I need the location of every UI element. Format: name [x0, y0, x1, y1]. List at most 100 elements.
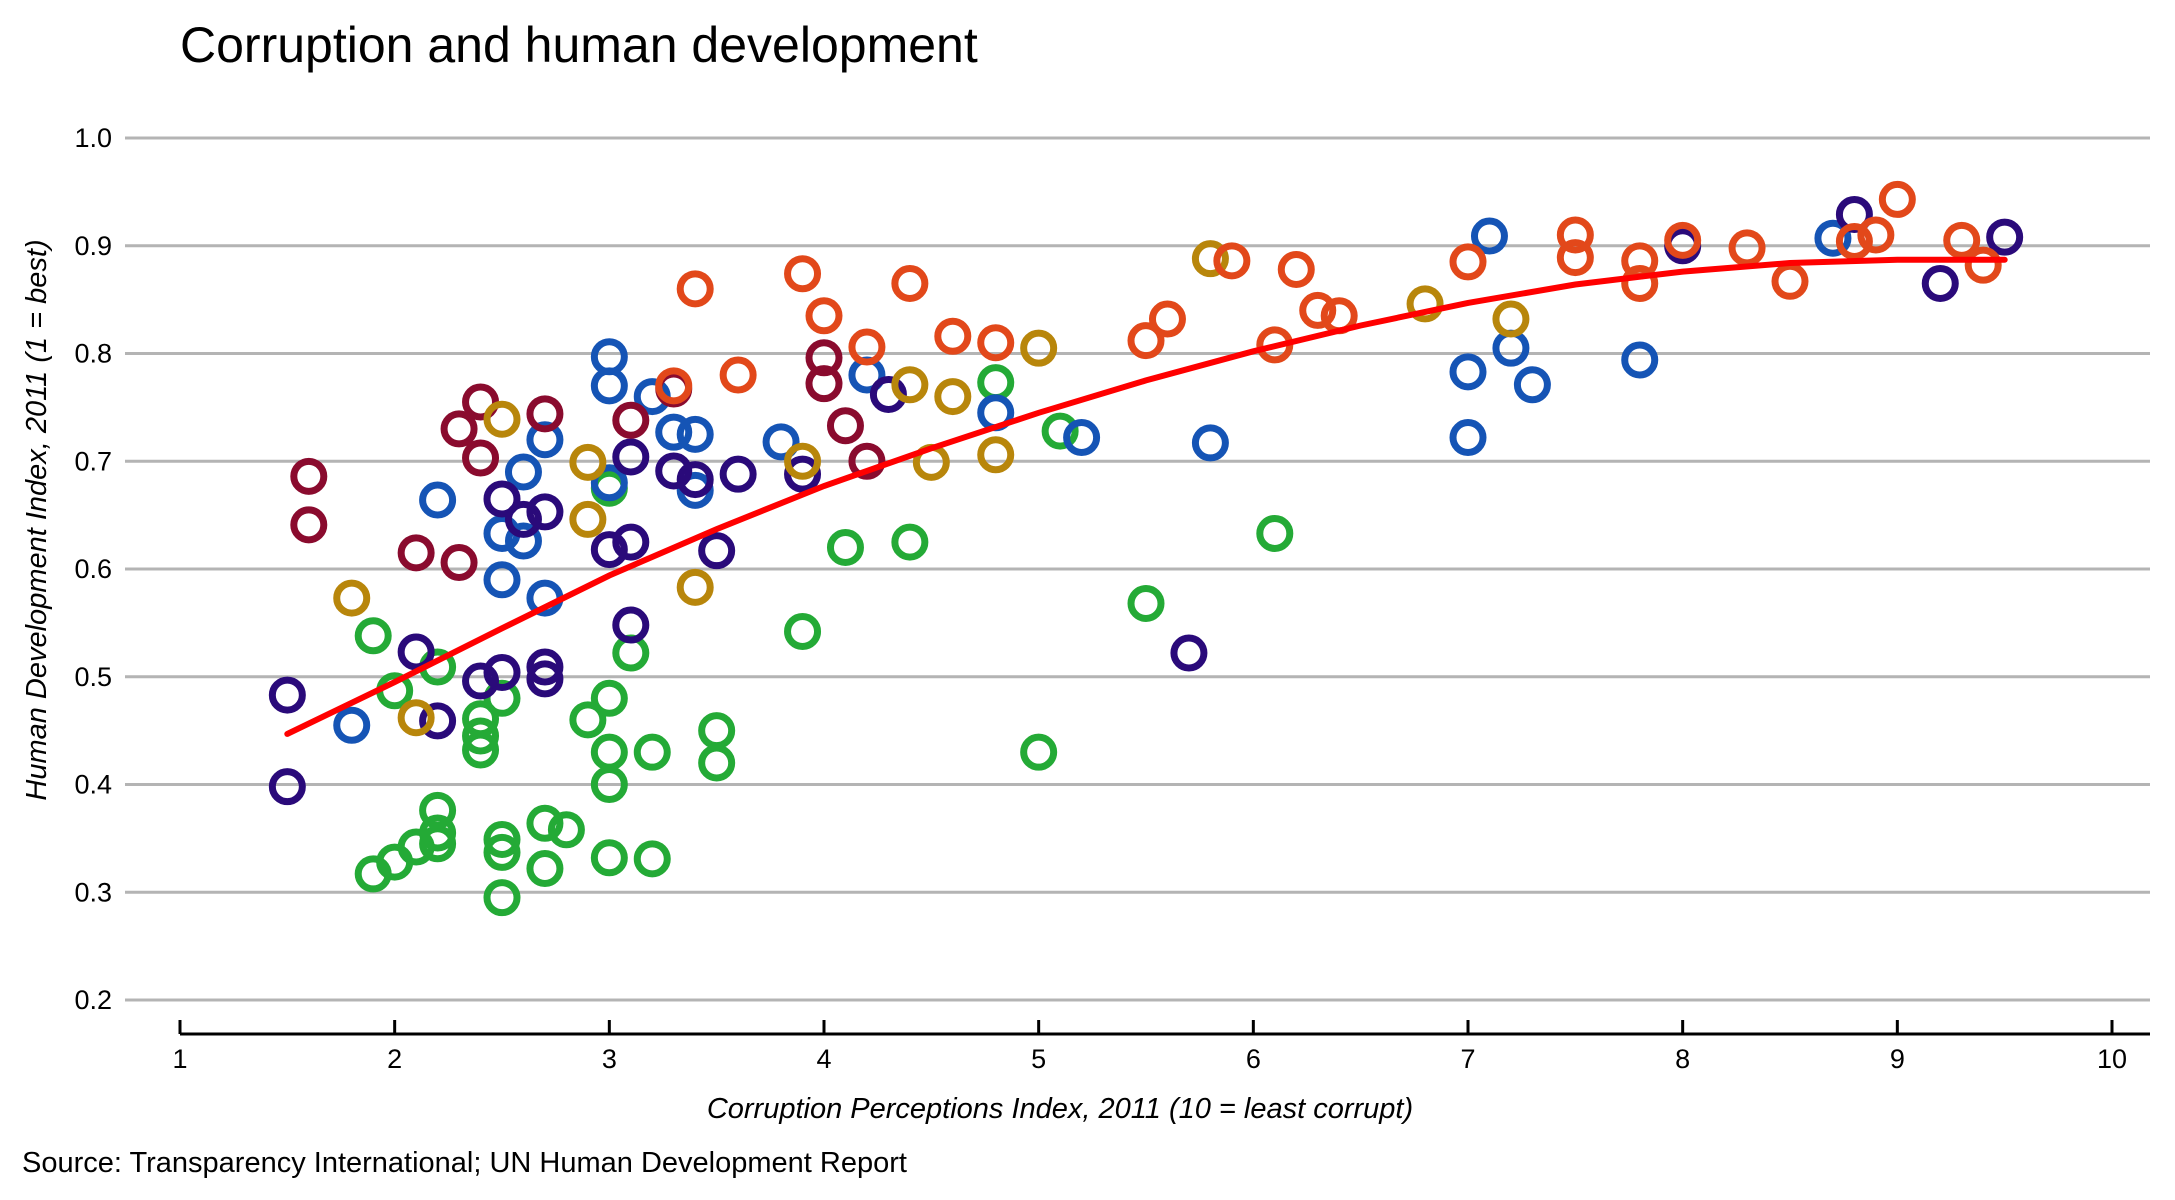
data-point [397, 534, 435, 572]
data-point [1449, 419, 1487, 457]
data-point [612, 401, 650, 439]
data-point [762, 423, 800, 461]
x-tick-label: 8 [1675, 1044, 1690, 1074]
data-point [1063, 419, 1101, 457]
data-point [569, 443, 607, 481]
points-layer [268, 180, 2024, 917]
x-tick-label: 1 [172, 1044, 187, 1074]
x-axis: 1 2 3 4 5 6 7 8 9 10 [172, 1020, 2150, 1074]
chart-title: Corruption and human development [180, 17, 978, 73]
x-tick-label: 5 [1031, 1044, 1046, 1074]
data-point [1878, 180, 1916, 218]
data-point [1556, 216, 1594, 254]
data-point [676, 270, 714, 308]
y-tick-label: 0.7 [74, 446, 112, 476]
data-point [268, 768, 306, 806]
x-tick-label: 3 [602, 1044, 617, 1074]
data-point [1256, 514, 1294, 552]
y-axis-label: Human Development Index, 2011 (1 = best) [21, 239, 53, 800]
y-tick-label: 0.8 [74, 339, 112, 369]
y-tick-label: 0.2 [74, 985, 112, 1015]
data-point [891, 366, 929, 404]
data-point [483, 833, 521, 871]
data-point [1771, 262, 1809, 300]
y-tick-label: 0.5 [74, 662, 112, 692]
y-tick-label: 0.4 [74, 770, 112, 800]
data-point [590, 766, 628, 803]
y-tick-label: 0.9 [74, 231, 112, 261]
data-point [590, 679, 628, 717]
data-point [1664, 221, 1702, 259]
data-point [462, 717, 500, 755]
data-point [848, 442, 886, 480]
data-point [1191, 240, 1229, 278]
data-point [526, 493, 564, 531]
data-point [483, 653, 521, 691]
data-point [891, 523, 929, 561]
data-point [805, 297, 843, 335]
data-point [891, 264, 929, 302]
data-point [397, 699, 435, 737]
data-point [590, 733, 628, 771]
data-point [333, 706, 371, 744]
data-point [1857, 216, 1895, 254]
data-point [784, 612, 822, 650]
data-point [1277, 250, 1315, 288]
data-point [590, 839, 628, 877]
data-point [1020, 329, 1058, 367]
data-point [526, 660, 564, 698]
data-point [483, 879, 521, 917]
data-point [1148, 300, 1186, 338]
data-point [1299, 291, 1337, 329]
data-point [354, 617, 392, 655]
data-point [526, 395, 564, 433]
data-point [526, 804, 564, 842]
data-point [698, 712, 736, 750]
data-point [483, 400, 521, 438]
data-point [977, 364, 1015, 402]
data-point [504, 522, 542, 560]
data-point [784, 442, 822, 480]
y-axis-ticks: 0.2 0.3 0.4 0.5 0.6 0.7 0.8 0.9 1.0 [74, 123, 112, 1015]
data-point [333, 579, 371, 617]
data-point [569, 701, 607, 739]
x-tick-label: 10 [2097, 1044, 2127, 1074]
data-point [1556, 239, 1594, 277]
data-point [290, 506, 328, 544]
data-point [655, 367, 693, 405]
data-point [612, 606, 650, 644]
data-point [590, 338, 628, 376]
data-point [547, 811, 585, 849]
data-point [462, 662, 500, 700]
trend-layer [284, 256, 2008, 737]
data-point [1170, 634, 1208, 672]
data-point [633, 840, 671, 878]
data-point [676, 568, 714, 606]
data-point [1986, 218, 2024, 256]
trend-line [284, 256, 2008, 737]
data-point [676, 461, 714, 499]
data-point [1041, 412, 1079, 450]
data-point [826, 528, 864, 566]
data-point [719, 455, 757, 493]
data-point [1964, 246, 2002, 284]
data-point [419, 814, 457, 852]
data-point [784, 455, 822, 493]
data-point [1449, 243, 1487, 281]
data-point [1191, 424, 1229, 462]
x-tick-label: 4 [816, 1044, 831, 1074]
data-point [1127, 322, 1165, 360]
data-point [826, 407, 864, 445]
data-point [805, 365, 843, 403]
data-point [483, 561, 521, 599]
data-point [1406, 285, 1444, 323]
data-point [848, 328, 886, 366]
data-point [1020, 733, 1058, 771]
data-point [1835, 222, 1873, 260]
data-point [1470, 217, 1508, 255]
y-tick-label: 1.0 [74, 123, 112, 153]
y-tick-label: 0.6 [74, 554, 112, 584]
data-point [419, 481, 457, 519]
